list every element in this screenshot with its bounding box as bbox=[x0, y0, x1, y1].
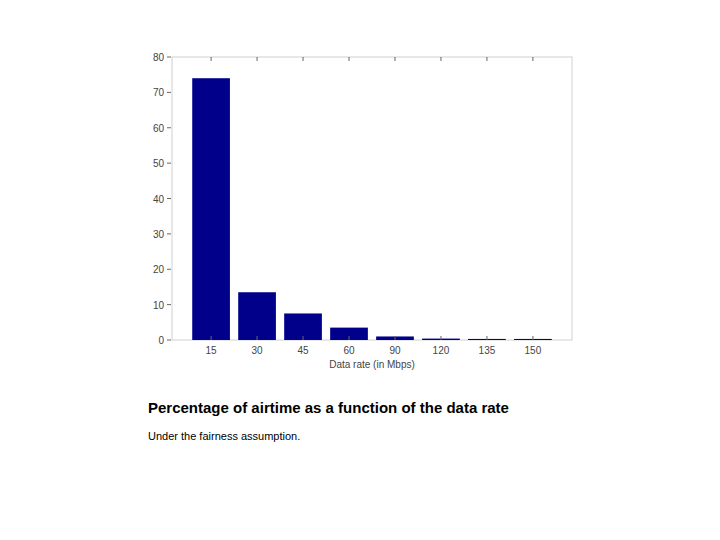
y-tick-label: 40 bbox=[153, 194, 165, 205]
subtitle: Under the fairness assumption. bbox=[148, 430, 300, 442]
x-tick-label: 15 bbox=[206, 345, 218, 356]
y-tick bbox=[167, 233, 171, 234]
y-tick bbox=[167, 57, 171, 58]
x-tick bbox=[532, 336, 533, 340]
y-tick-label: 0 bbox=[158, 335, 164, 346]
x-tick-top bbox=[349, 57, 350, 61]
y-tick bbox=[167, 269, 171, 270]
bar bbox=[330, 328, 368, 340]
y-tick bbox=[167, 304, 171, 305]
x-tick bbox=[211, 336, 212, 340]
x-tick-top bbox=[257, 57, 258, 61]
bar bbox=[376, 336, 414, 340]
x-tick-label: 45 bbox=[297, 345, 309, 356]
x-tick-top bbox=[211, 57, 212, 61]
y-tick-label: 30 bbox=[153, 229, 165, 240]
x-tick-top bbox=[303, 57, 304, 61]
y-tick bbox=[167, 340, 171, 341]
x-tick-label: 135 bbox=[479, 345, 496, 356]
y-tick bbox=[167, 163, 171, 164]
x-tick bbox=[394, 336, 395, 340]
x-tick-label: 150 bbox=[525, 345, 542, 356]
y-tick bbox=[167, 92, 171, 93]
bar bbox=[192, 78, 230, 340]
y-tick-label: 70 bbox=[153, 87, 165, 98]
x-tick-top bbox=[440, 57, 441, 61]
x-tick bbox=[303, 336, 304, 340]
chart: 0 10 20 30 40 50 60 70 80 15 30 45 60 90 120 135 150 Data… bbox=[0, 0, 720, 540]
y-tick bbox=[167, 127, 171, 128]
y-tick-label: 10 bbox=[153, 300, 165, 311]
x-tick-label: 30 bbox=[251, 345, 263, 356]
x-tick-top bbox=[394, 57, 395, 61]
x-tick bbox=[486, 336, 487, 340]
x-tick bbox=[440, 336, 441, 340]
bar bbox=[284, 313, 322, 340]
bar bbox=[238, 292, 276, 340]
x-tick-label: 120 bbox=[433, 345, 450, 356]
x-tick-label: 60 bbox=[343, 345, 355, 356]
y-tick-label: 60 bbox=[153, 123, 165, 134]
x-tick-label: 90 bbox=[389, 345, 401, 356]
x-tick-top bbox=[486, 57, 487, 61]
x-axis-label: Data rate (in Mbps) bbox=[329, 359, 415, 370]
x-tick bbox=[349, 336, 350, 340]
x-tick bbox=[257, 336, 258, 340]
y-tick bbox=[167, 198, 171, 199]
x-tick-top bbox=[532, 57, 533, 61]
y-tick-label: 80 bbox=[153, 52, 165, 63]
y-tick-label: 20 bbox=[153, 264, 165, 275]
title: Percentage of airtime as a function of t… bbox=[148, 399, 509, 416]
plot-frame bbox=[172, 57, 572, 340]
y-tick-label: 50 bbox=[153, 158, 165, 169]
